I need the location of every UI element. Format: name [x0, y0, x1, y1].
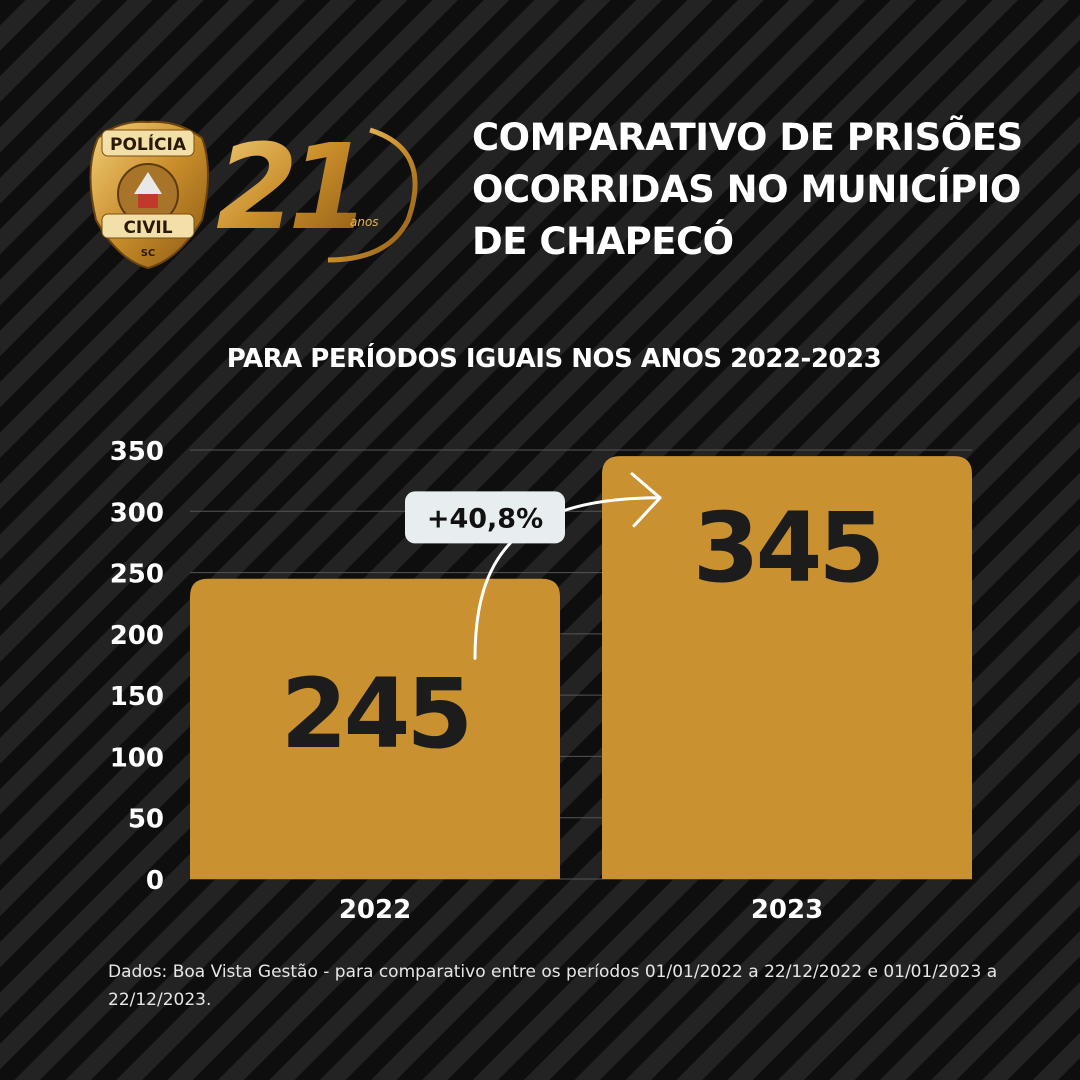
y-tick-label: 0: [146, 866, 164, 896]
y-axis: 0 50 100 150 200 250 300 350: [110, 437, 164, 896]
badge-bottom-text: CIVIL: [123, 218, 172, 238]
y-tick-label: 200: [110, 621, 164, 651]
badge-state-text: SC: [141, 248, 156, 259]
bar-value-label: 245: [281, 658, 469, 770]
y-tick-label: 300: [110, 498, 164, 528]
title-line-2: OCORRIDAS NO MUNICÍPIO: [472, 168, 1021, 211]
title-line-3: DE CHAPECÓ: [472, 220, 734, 263]
policia-civil-badge: POLÍCIA CIVIL SC: [89, 120, 209, 270]
y-tick-label: 350: [110, 437, 164, 467]
bar-value-label: 345: [693, 492, 881, 604]
growth-arrow-head: [630, 472, 662, 528]
title-line-1: COMPARATIVO DE PRISÕES: [472, 116, 1023, 159]
x-axis: 2022 2023: [339, 895, 823, 925]
data-source-footnote: Dados: Boa Vista Gestão - para comparati…: [108, 962, 998, 1010]
y-tick-label: 50: [128, 805, 164, 835]
chart-subtitle: PARA PERÍODOS IGUAIS NOS ANOS 2022-2023: [226, 344, 882, 374]
badge-top-text: POLÍCIA: [110, 133, 187, 155]
x-tick-label: 2022: [339, 895, 411, 925]
bars: 245 345: [190, 456, 972, 879]
anniversary-logo: 21 anos: [216, 118, 418, 263]
logo-area: POLÍCIA CIVIL SC 21 anos: [89, 118, 418, 270]
growth-annotation: +40,8%: [405, 472, 662, 660]
bar-2023: [602, 456, 972, 879]
page-title: COMPARATIVO DE PRISÕES OCORRIDAS NO MUNI…: [472, 112, 1032, 268]
bar-2022: [190, 578, 560, 879]
growth-badge: [405, 491, 565, 544]
anniversary-unit: anos: [350, 215, 379, 229]
growth-badge-text: +40,8%: [427, 503, 543, 534]
x-tick-label: 2023: [751, 895, 823, 925]
anniversary-number: 21: [216, 118, 360, 256]
y-tick-label: 100: [110, 743, 164, 773]
y-tick-label: 150: [110, 682, 164, 712]
y-tick-label: 250: [110, 560, 164, 590]
